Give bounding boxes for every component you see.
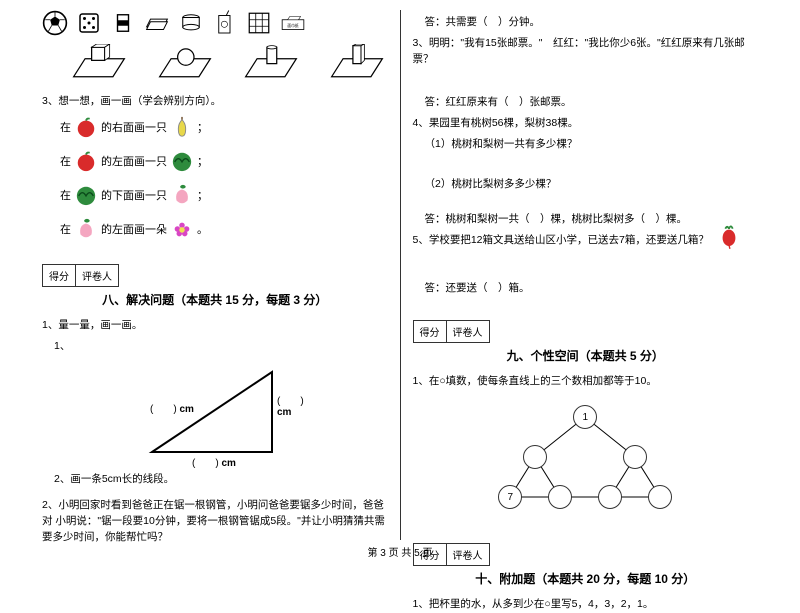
q8-2: 2、小明回家时看到爸爸正在锯一根钢管，小明问爸爸要锯多少时间，爸爸对 小明说："…	[42, 498, 388, 545]
r-a3: 答：红红原来有（ ）张邮票。	[425, 95, 759, 111]
grader-label: 评卷人	[447, 321, 489, 342]
section-10-title: 十、附加题（本题共 20 分，每题 10 分）	[413, 570, 759, 587]
r-q3: 3、明明："我有15张邮票。" 红红："我比你少6张。"红红原来有几张邮票？	[413, 36, 759, 68]
cm-label: cm	[179, 404, 193, 415]
page-container: 面巾纸 3、想一想，画一画（学会辨别方向）。 在 的右面画一只	[0, 0, 800, 540]
score-table-9: 得分 评卷人	[413, 320, 490, 343]
platform-cube-icon	[70, 44, 128, 80]
dir-end: ；	[197, 153, 208, 169]
r-a1: 答：共需要（ ）分钟。	[425, 15, 759, 31]
platform-cylinder-icon	[242, 44, 300, 80]
can2-icon	[178, 10, 204, 36]
watermelon-icon	[75, 184, 97, 206]
section-9-title: 九、个性空间（本题共 5 分）	[413, 347, 759, 364]
node-value: 7	[507, 492, 513, 503]
left-q3-text: 3、想一想，画一画（学会辨别方向）。	[42, 94, 388, 110]
q9-1: 1、在○填数，使每条直线上的三个数相加都等于10。	[413, 374, 759, 390]
q10-1: 1、把杯里的水，从多到少在○里写5，4，3，2，1。	[413, 597, 759, 613]
page-footer: 第 3 页 共 5 页	[0, 544, 800, 559]
dir-end: ；	[197, 187, 208, 203]
right-column: 答：共需要（ ）分钟。 3、明明："我有15张邮票。" 红红："我比你少6张。"…	[401, 10, 771, 540]
left-column: 面巾纸 3、想一想，画一画（学会辨别方向）。 在 的右面画一只	[30, 10, 401, 540]
peach-icon	[171, 184, 193, 206]
svg-text:面巾纸: 面巾纸	[287, 23, 299, 28]
dir-end: ；	[197, 119, 208, 135]
r-a5: 答：还要送（ ）箱。	[425, 281, 759, 297]
can-icon	[110, 10, 136, 36]
dice-icon	[76, 10, 102, 36]
platform-cuboid-icon	[328, 44, 386, 80]
dir-line-3: 在 的下面画一只 ；	[60, 184, 388, 206]
r-q4a: （1）桃树和梨树一共有多少棵？	[425, 137, 759, 153]
score-label: 得分	[43, 265, 76, 286]
dir-pre: 在	[60, 187, 71, 203]
flower-icon	[171, 218, 193, 240]
radish-icon	[718, 225, 740, 247]
dir-pre: 在	[60, 119, 71, 135]
apple-icon	[75, 150, 97, 172]
dir-end: 。	[197, 221, 208, 237]
triangle-figure: ( ) cm ( ) cm ( ) cm	[132, 362, 312, 462]
r-q4b: （2）桃树比梨树多多少棵？	[425, 177, 759, 193]
r-q4: 4、果园里有桃树56棵，梨树38棵。	[413, 116, 759, 132]
cm-label: cm	[221, 458, 235, 469]
book-stack-icon	[144, 10, 170, 36]
blank: ( )	[192, 458, 221, 469]
pear-icon	[171, 116, 193, 138]
dir-mid: 的右面画一只	[101, 119, 167, 135]
section-8-title: 八、解决问题（本题共 15 分，每题 3 分）	[42, 291, 388, 308]
q8-1a: 1、	[54, 339, 388, 355]
dir-mid: 的左面画一朵	[101, 221, 167, 237]
number-tree: 1 7	[485, 397, 685, 517]
node-value: 1	[582, 412, 588, 423]
direction-lines: 在 的右面画一只 ； 在 的左面画一只 ； 在 的下面画一只 ；	[60, 116, 388, 240]
score-table-8: 得分 评卷人	[42, 264, 119, 287]
soccer-ball-icon	[42, 10, 68, 36]
cm-label: cm	[277, 407, 291, 418]
q8-1b: 2、画一条5cm长的线段。	[54, 472, 388, 488]
score-label: 得分	[414, 321, 447, 342]
dir-pre: 在	[60, 153, 71, 169]
q8-1: 1、量一量，画一画。	[42, 318, 388, 334]
juice-box-icon	[212, 10, 238, 36]
dir-pre: 在	[60, 221, 71, 237]
blank: ( )	[150, 404, 179, 415]
dir-line-1: 在 的右面画一只 ；	[60, 116, 388, 138]
dir-line-4: 在 的左面画一朵 。	[60, 218, 388, 240]
apple-icon	[75, 116, 97, 138]
dir-mid: 的下面画一只	[101, 187, 167, 203]
dir-line-2: 在 的左面画一只 ；	[60, 150, 388, 172]
r-q5: 5、学校要把12箱文具送给山区小学，已送去7箱，还要送几箱？	[413, 233, 759, 249]
grader-label: 评卷人	[76, 265, 118, 286]
rubiks-cube-icon	[246, 10, 272, 36]
r-a4: 答：桃树和梨树一共（ ）棵，桃树比梨树多（ ）棵。	[425, 212, 759, 228]
watermelon-icon	[171, 150, 193, 172]
platform-row	[70, 44, 388, 80]
tissue-box-icon: 面巾纸	[280, 10, 306, 36]
dir-mid: 的左面画一只	[101, 153, 167, 169]
peach-icon	[75, 218, 97, 240]
platform-sphere-icon	[156, 44, 214, 80]
blank: ( )	[277, 396, 304, 407]
top-icon-row: 面巾纸	[42, 10, 388, 36]
